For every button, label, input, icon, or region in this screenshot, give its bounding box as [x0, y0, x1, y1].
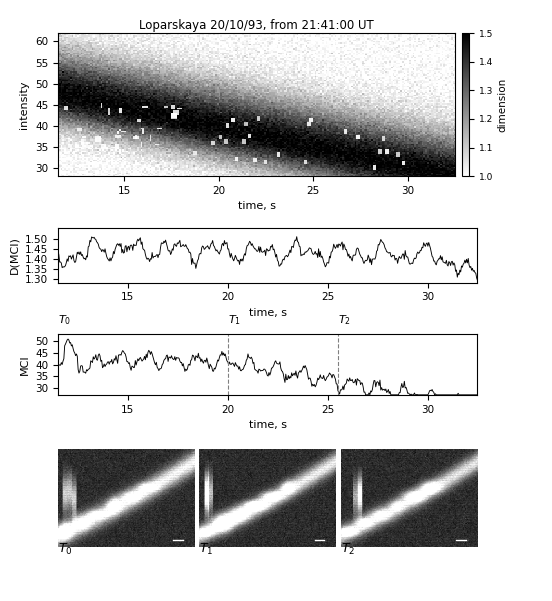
- Text: $T_2$: $T_2$: [338, 314, 351, 328]
- Y-axis label: D(MCI): D(MCI): [9, 236, 19, 274]
- Y-axis label: dimension: dimension: [498, 78, 508, 132]
- X-axis label: time, s: time, s: [237, 201, 275, 212]
- Title: Loparskaya 20/10/93, from 21:41:00 UT: Loparskaya 20/10/93, from 21:41:00 UT: [139, 19, 374, 32]
- Y-axis label: MCI: MCI: [19, 354, 29, 375]
- Text: $T_1$: $T_1$: [199, 542, 214, 557]
- Text: $T_0$: $T_0$: [58, 542, 73, 557]
- X-axis label: time, s: time, s: [249, 308, 286, 318]
- Y-axis label: intensity: intensity: [19, 81, 29, 129]
- Text: $T_2$: $T_2$: [341, 542, 355, 557]
- X-axis label: time, s: time, s: [249, 420, 286, 430]
- Text: $T_1$: $T_1$: [228, 314, 241, 328]
- Text: $T_0$: $T_0$: [58, 314, 71, 328]
